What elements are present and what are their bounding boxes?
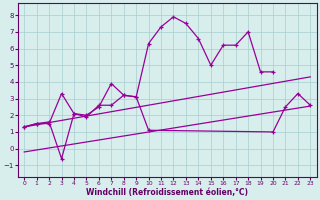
- X-axis label: Windchill (Refroidissement éolien,°C): Windchill (Refroidissement éolien,°C): [86, 188, 248, 197]
